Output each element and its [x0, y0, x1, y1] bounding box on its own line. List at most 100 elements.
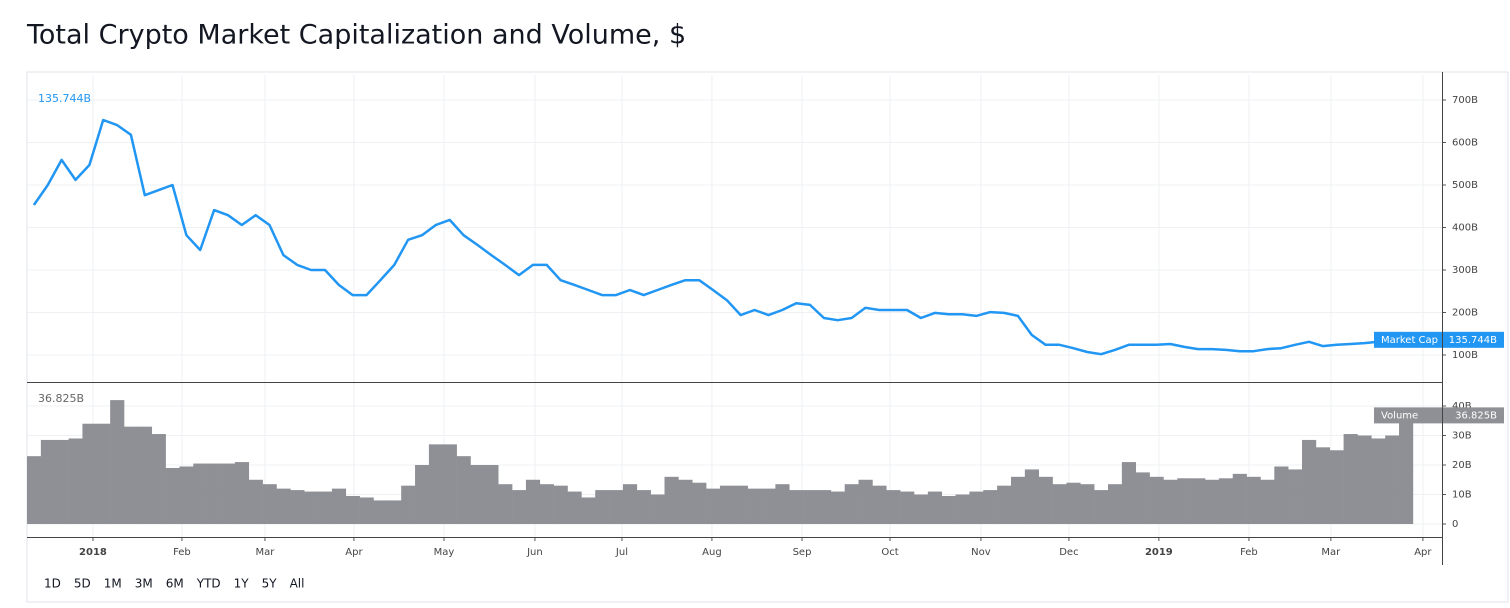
volume-bar — [830, 491, 845, 525]
volume-bar — [262, 484, 277, 525]
volume-bar — [567, 491, 582, 525]
x-tick-label: Feb — [1240, 547, 1258, 558]
volume-bar — [387, 500, 402, 525]
x-tick-label: 2019 — [1145, 547, 1173, 558]
series-name: Market Cap — [1381, 335, 1438, 346]
x-tick-label: Mar — [1321, 547, 1341, 558]
volume-bar — [886, 490, 901, 525]
volume-bar — [969, 491, 984, 525]
volume-bar — [706, 488, 721, 525]
volume-bar — [858, 479, 873, 525]
y-tick-label: 700B — [1452, 95, 1478, 106]
volume-bar — [27, 456, 42, 525]
volume-bar — [1052, 484, 1067, 525]
volume-bar — [345, 495, 360, 525]
x-tick-label: Feb — [173, 547, 191, 558]
volume-bar — [428, 444, 444, 525]
range-button[interactable]: 3M — [135, 577, 153, 591]
y-tick-label: 100B — [1452, 350, 1478, 361]
range-button[interactable]: YTD — [196, 577, 221, 591]
range-button[interactable]: 1D — [44, 577, 61, 591]
volume-bar — [1218, 478, 1234, 525]
y-tick-label: 300B — [1452, 265, 1478, 276]
volume-bar — [664, 476, 679, 525]
x-tick-label: 2018 — [79, 547, 107, 558]
volume-bar — [997, 485, 1012, 525]
x-tick-label: May — [434, 547, 455, 558]
volume-bar — [636, 490, 651, 525]
volume-bar — [1121, 462, 1137, 525]
volume-bar — [68, 438, 83, 525]
range-button[interactable]: All — [290, 577, 305, 591]
y-tick-label: 500B — [1452, 180, 1478, 191]
y-tick-label: 600B — [1452, 137, 1478, 148]
volume-bar — [207, 463, 222, 525]
volume-bar — [747, 488, 762, 525]
volume-bar — [941, 495, 956, 525]
range-button[interactable]: 5D — [74, 577, 91, 591]
volume-bar — [1288, 469, 1303, 525]
volume-bar — [1149, 476, 1164, 525]
volume-bar — [1315, 447, 1331, 525]
volume-bar — [1163, 479, 1178, 525]
volume-bar — [1399, 415, 1414, 525]
volume-bar — [151, 434, 166, 525]
volume-bar — [692, 482, 707, 525]
volume-bar — [165, 467, 180, 525]
volume-bar — [1357, 435, 1372, 525]
volume-bar — [331, 488, 347, 525]
range-button[interactable]: 1M — [104, 577, 122, 591]
last-value-tag — [1374, 331, 1504, 348]
range-button[interactable]: 5Y — [262, 577, 278, 591]
volume-bar — [1246, 476, 1261, 525]
volume-bar — [484, 465, 499, 525]
series-name: Volume — [1381, 410, 1418, 421]
volume-bar — [179, 466, 194, 525]
x-tick-label: Apr — [345, 547, 363, 558]
volume-bar — [1260, 479, 1275, 525]
tag-value: 135.744B — [1449, 335, 1497, 346]
volume-bar — [234, 462, 250, 525]
volume-bar — [761, 488, 776, 525]
last-value: 36.825B — [38, 392, 84, 405]
volume-bar — [318, 491, 333, 525]
volume-bar — [359, 497, 374, 525]
volume-bar — [304, 491, 319, 525]
page-title: Total Crypto Market Capitalization and V… — [26, 20, 686, 51]
volume-bar — [650, 494, 665, 525]
volume-bar — [1302, 439, 1317, 525]
last-value: 135.744B — [38, 92, 91, 105]
y-tick-label: 30B — [1452, 431, 1472, 442]
volume-bar — [553, 485, 568, 525]
y-tick-label: 0 — [1452, 519, 1458, 530]
volume-bar — [221, 463, 236, 525]
volume-bar — [1274, 466, 1289, 525]
volume-bar — [1232, 473, 1247, 525]
volume-bar — [276, 488, 291, 525]
volume-bar — [927, 491, 942, 525]
y-tick-label: 200B — [1452, 308, 1478, 319]
volume-bar — [539, 484, 554, 525]
volume-bar — [401, 485, 416, 525]
volume-bar — [1205, 479, 1220, 525]
x-tick-label: Jun — [526, 547, 543, 558]
tag-value: 36.825B — [1455, 410, 1497, 421]
volume-bar — [1010, 476, 1026, 525]
volume-bar — [1177, 478, 1192, 525]
range-button[interactable]: 1Y — [234, 577, 250, 591]
volume-bar — [678, 479, 693, 525]
volume-bar — [1066, 482, 1081, 525]
volume-bar — [1371, 438, 1386, 525]
range-button[interactable]: 6M — [166, 577, 184, 591]
volume-bar — [1080, 484, 1095, 525]
volume-bar — [1343, 434, 1358, 525]
volume-bar — [456, 456, 471, 525]
volume-bar — [1135, 472, 1150, 525]
volume-bar — [1385, 435, 1400, 525]
x-tick-label: Dec — [1059, 547, 1078, 558]
x-tick-label: Nov — [971, 547, 991, 558]
x-tick-label: Mar — [256, 547, 276, 558]
volume-bar — [290, 490, 305, 525]
volume-bar — [96, 423, 111, 525]
